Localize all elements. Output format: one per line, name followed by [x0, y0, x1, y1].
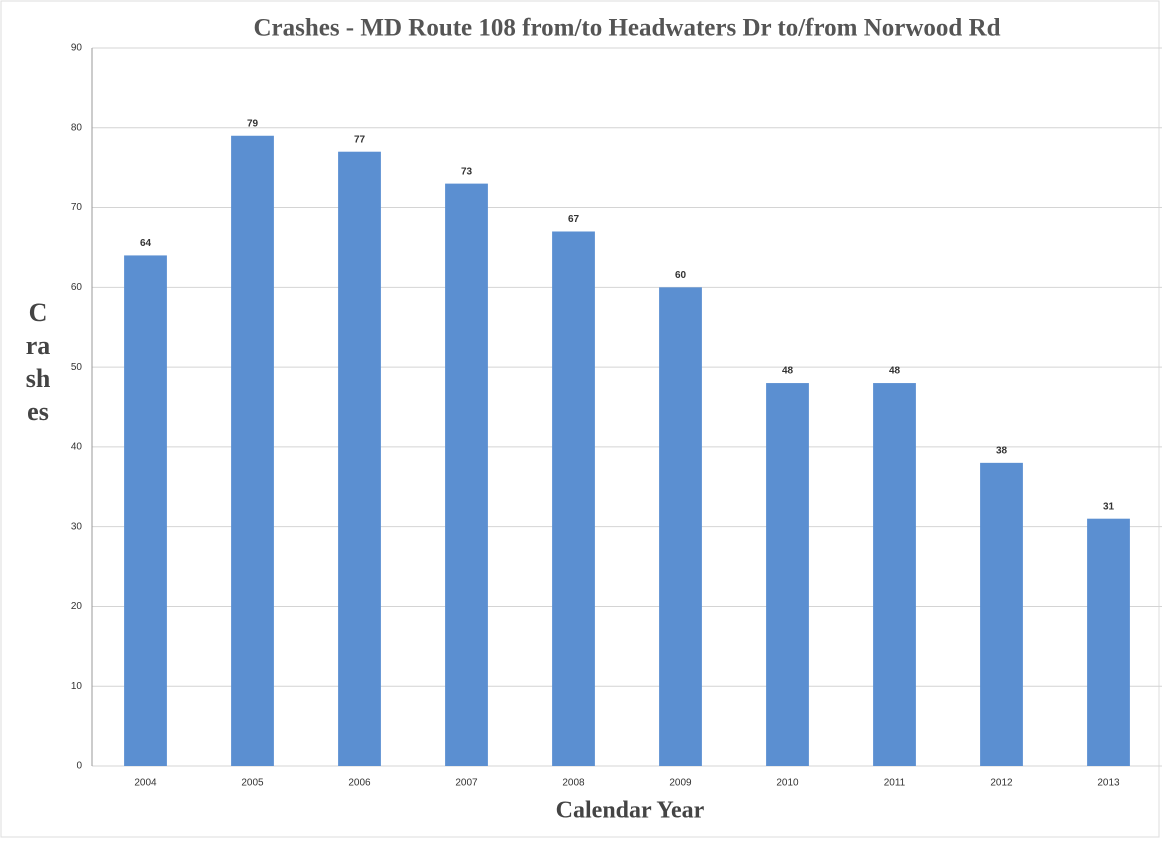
- y-tick-label: 60: [71, 282, 83, 293]
- x-tick-label: 2006: [348, 778, 371, 789]
- bar: [552, 231, 595, 766]
- y-axis-label: Crashes: [25, 298, 51, 426]
- data-label: 38: [996, 445, 1008, 456]
- x-tick-label: 2013: [1097, 778, 1120, 789]
- y-tick-label: 90: [71, 43, 83, 54]
- x-tick-label: 2011: [884, 778, 906, 789]
- x-tick-label: 2012: [990, 778, 1013, 789]
- y-tick-label: 70: [71, 202, 83, 213]
- x-tick-label: 2010: [776, 778, 799, 789]
- data-label: 77: [354, 134, 366, 145]
- bar: [338, 151, 381, 766]
- data-label: 60: [675, 270, 687, 281]
- x-tick-label: 2008: [562, 778, 585, 789]
- x-tick-label: 2007: [455, 778, 478, 789]
- x-tick-label: 2009: [669, 778, 692, 789]
- y-tick-label: 50: [71, 362, 83, 373]
- y-tick-label: 20: [71, 601, 83, 612]
- y-tick-label: 80: [71, 122, 83, 133]
- x-tick-label: 2004: [134, 778, 157, 789]
- bar: [231, 135, 274, 766]
- bar: [124, 255, 167, 766]
- bar: [445, 183, 488, 767]
- bar: [1087, 518, 1130, 766]
- data-label: 48: [782, 366, 794, 377]
- data-label: 64: [140, 238, 152, 249]
- data-label: 73: [461, 166, 473, 177]
- y-tick-label: 10: [71, 681, 83, 692]
- data-label: 79: [247, 118, 259, 129]
- y-tick-label: 0: [76, 761, 82, 772]
- y-tick-label: 40: [71, 442, 83, 453]
- data-label: 67: [568, 214, 580, 225]
- bar: [766, 383, 809, 766]
- data-label: 48: [889, 366, 901, 377]
- bar: [659, 287, 702, 766]
- y-tick-label: 30: [71, 521, 83, 532]
- x-tick-label: 2005: [241, 778, 264, 789]
- chart-title: Crashes - MD Route 108 from/to Headwater…: [253, 15, 1000, 42]
- data-label: 31: [1103, 501, 1115, 512]
- bar: [873, 383, 916, 766]
- x-axis-label: Calendar Year: [556, 798, 705, 824]
- bar: [980, 462, 1023, 766]
